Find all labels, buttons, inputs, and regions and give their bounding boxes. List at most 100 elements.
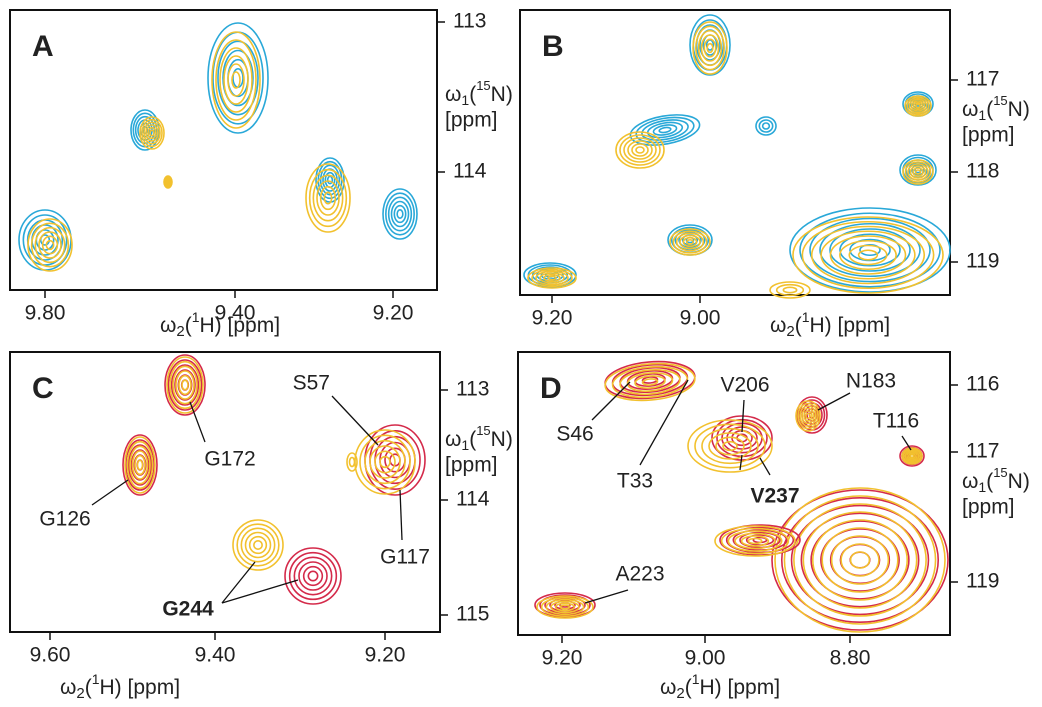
- contour: [307, 570, 319, 582]
- axis-label-part: 15: [993, 93, 1007, 108]
- y-tick-label: 118: [966, 160, 999, 183]
- x-axis-label: ω2(1H) [ppm]: [770, 309, 890, 340]
- contour: [820, 528, 900, 592]
- peak-label: G244: [162, 598, 214, 621]
- contour: [692, 21, 728, 75]
- axis-label-part: 2: [786, 323, 794, 340]
- axis-label-part: ω: [660, 676, 676, 699]
- axis-label-part: (: [986, 470, 993, 493]
- axis-label-part: ω: [60, 676, 76, 699]
- contour: [811, 519, 909, 601]
- contour: [801, 220, 935, 290]
- contour: [124, 436, 156, 494]
- y-tick-label: 117: [966, 68, 999, 91]
- contour: [302, 565, 324, 587]
- axis-label-part: (: [986, 98, 993, 121]
- contour: [899, 154, 937, 186]
- contour: [141, 118, 163, 148]
- contour: [682, 236, 698, 248]
- leader-line: [741, 399, 745, 433]
- contour: [319, 185, 337, 211]
- leader-line: [399, 489, 403, 541]
- axis-label-part: ω: [962, 470, 978, 493]
- y-tick-label: 114: [453, 160, 487, 183]
- axis-label-part: ω: [445, 83, 461, 106]
- contour: [849, 551, 871, 569]
- axis-label-part: (: [469, 428, 476, 451]
- axis-label-part: 2: [76, 685, 84, 702]
- contour: [801, 407, 815, 425]
- peak-label: G172: [204, 448, 255, 471]
- contour: [720, 527, 790, 555]
- contour: [821, 527, 899, 593]
- contour: [298, 561, 328, 591]
- axis-label-part: (: [469, 83, 476, 106]
- axis-label-part: 1: [692, 671, 700, 687]
- contour: [38, 231, 62, 259]
- contour: [531, 268, 573, 288]
- contour: [166, 180, 170, 184]
- contour: [839, 239, 897, 271]
- contour: [796, 396, 828, 434]
- x-axis-label: ω2(1H) [ppm]: [60, 671, 180, 702]
- contour: [694, 423, 766, 469]
- contour: [727, 530, 783, 552]
- contour: [810, 225, 926, 285]
- contour: [207, 22, 269, 134]
- leader-line: [817, 392, 851, 411]
- contour: [646, 121, 684, 139]
- peak-label: V206: [720, 374, 769, 397]
- contour: [706, 42, 714, 54]
- contour: [774, 487, 946, 633]
- contour: [240, 527, 276, 563]
- contour: [904, 95, 932, 117]
- contour: [795, 400, 821, 432]
- contour: [559, 604, 571, 610]
- leader-line: [584, 589, 629, 604]
- contour: [178, 374, 192, 396]
- x-tick-label: 9.60: [30, 644, 71, 667]
- axis-label-part: H) [ppm]: [100, 676, 181, 699]
- contour: [700, 34, 720, 62]
- peak-label: S46: [556, 423, 593, 446]
- contour: [359, 434, 411, 490]
- y-tick-label: 117: [966, 440, 999, 463]
- contour: [604, 362, 696, 402]
- contour: [809, 217, 931, 283]
- contour: [792, 216, 944, 294]
- contour: [293, 556, 333, 596]
- peak-label: G117: [380, 546, 430, 569]
- contour: [802, 511, 918, 609]
- axis-label-part: 15: [476, 78, 490, 93]
- x-tick-label: 9.00: [685, 647, 726, 670]
- contour: [906, 96, 930, 116]
- contour: [775, 283, 805, 297]
- contour: [215, 39, 257, 121]
- contour: [126, 440, 154, 490]
- contour: [711, 415, 773, 461]
- contour: [364, 439, 406, 485]
- contour: [722, 440, 738, 452]
- y-axis-unit: [ppm]: [445, 109, 498, 132]
- contour: [550, 600, 580, 614]
- contour: [619, 134, 661, 166]
- contour: [782, 286, 798, 294]
- contour: [725, 526, 795, 554]
- axis-label-part: H) [ppm]: [200, 314, 281, 337]
- contour: [143, 121, 161, 145]
- peak-label: G126: [39, 508, 90, 531]
- axis-label-part: (: [795, 314, 802, 337]
- contour: [678, 231, 702, 249]
- contour: [747, 537, 763, 545]
- axis-label-part: N): [1008, 98, 1030, 121]
- contour: [703, 38, 717, 58]
- contour: [790, 504, 930, 616]
- axis-label-part: N): [491, 428, 513, 451]
- axis-label-part: 15: [993, 465, 1007, 480]
- contour: [147, 126, 157, 140]
- contour: [41, 235, 59, 255]
- contour: [308, 168, 348, 228]
- contour: [396, 209, 404, 219]
- contour: [714, 525, 796, 557]
- axis-label-part: ω: [770, 314, 786, 337]
